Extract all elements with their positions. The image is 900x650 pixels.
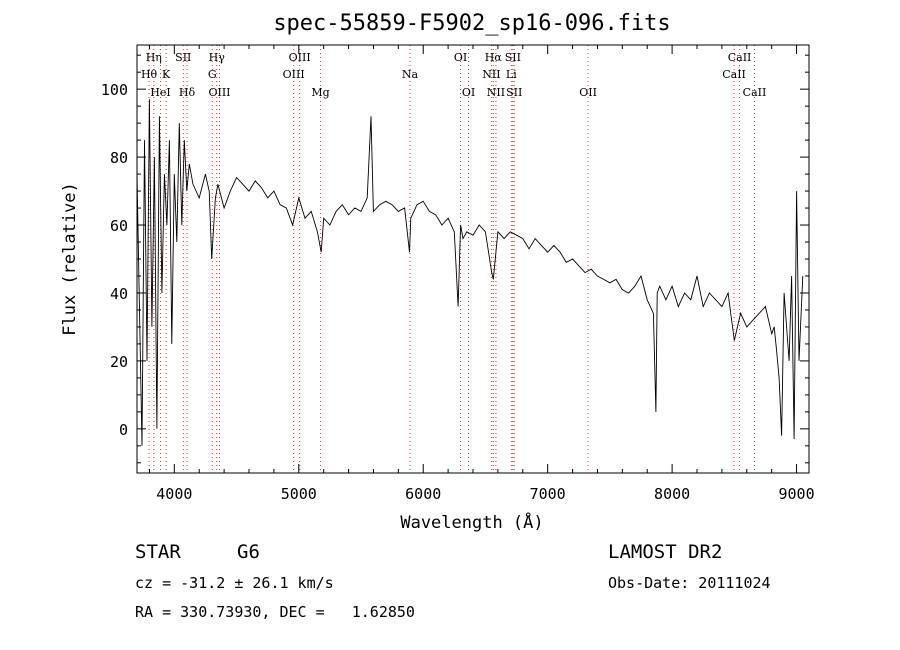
marker-label: Li xyxy=(506,68,517,81)
line-marker-group xyxy=(148,45,755,473)
marker-label: CaII xyxy=(722,68,746,81)
marker-label: Hη xyxy=(146,51,162,64)
y-tick-label: 100 xyxy=(101,81,128,99)
marker-label: CaII xyxy=(728,51,752,64)
marker-label: G xyxy=(208,68,217,81)
spectral-subclass: G6 xyxy=(237,541,260,563)
x-tick-label: 8000 xyxy=(654,485,690,503)
marker-label: OII xyxy=(579,86,597,99)
marker-label: OI xyxy=(462,86,475,99)
marker-label: NII xyxy=(482,68,500,81)
marker-label: OIII xyxy=(208,86,230,99)
marker-label: Hδ xyxy=(179,86,196,99)
y-tick-label: 60 xyxy=(110,217,128,235)
marker-label: SII xyxy=(506,86,522,99)
marker-label: SII xyxy=(505,51,521,64)
chart-title: spec-55859-F5902_sp16-096.fits xyxy=(273,11,670,36)
y-axis-label: Flux (relative) xyxy=(60,182,80,336)
x-tick-label: 5000 xyxy=(281,485,317,503)
x-tick-label: 9000 xyxy=(778,485,814,503)
marker-label: SII xyxy=(175,51,191,64)
marker-label: K xyxy=(162,68,171,81)
redshift-velocity: cz = -31.2 ± 26.1 km/s xyxy=(135,574,334,592)
marker-label: OIII xyxy=(289,51,311,64)
sky-coordinates: RA = 330.73930, DEC = 1.62850 xyxy=(135,603,415,621)
x-tick-label: 4000 xyxy=(156,485,192,503)
spectrum-line xyxy=(136,99,804,446)
marker-label: Hθ xyxy=(141,68,158,81)
marker-label: Hγ xyxy=(209,51,226,64)
marker-label: Hα xyxy=(485,51,503,64)
marker-label: NII xyxy=(487,86,505,99)
object-class: STAR xyxy=(135,541,181,563)
x-axis-ticks: 4000 5000 6000 7000 8000 9000 xyxy=(148,45,815,503)
x-tick-label: 7000 xyxy=(530,485,566,503)
y-tick-label: 0 xyxy=(119,421,128,439)
marker-label: HeI xyxy=(150,86,170,99)
observation-date: Obs-Date: 20111024 xyxy=(608,574,771,592)
plot-frame xyxy=(136,44,810,474)
x-tick-label: 6000 xyxy=(405,485,441,503)
marker-label: OIII xyxy=(283,68,305,81)
y-tick-label: 20 xyxy=(110,353,128,371)
y-tick-label: 40 xyxy=(110,285,128,303)
y-axis-ticks: 0 20 40 60 80 100 xyxy=(101,54,809,464)
marker-label: Na xyxy=(402,68,419,81)
marker-label: CaII xyxy=(743,86,767,99)
marker-label: Mg xyxy=(311,86,329,99)
y-tick-label: 80 xyxy=(110,149,128,167)
marker-label: OI xyxy=(454,51,467,64)
x-axis-label: Wavelength (Å) xyxy=(400,511,543,533)
survey-name: LAMOST DR2 xyxy=(608,541,723,563)
